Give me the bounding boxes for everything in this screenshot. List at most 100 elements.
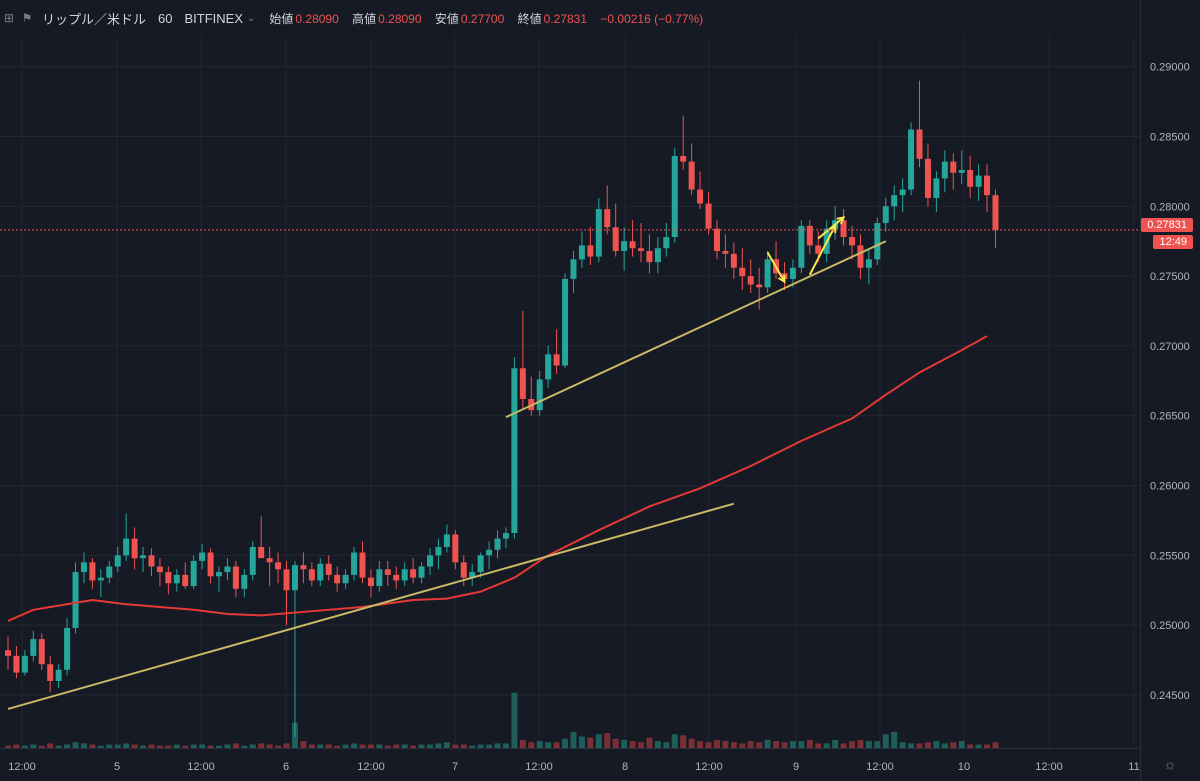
volume-bar xyxy=(604,733,611,748)
volume-bar xyxy=(443,742,450,748)
time-tick-label: 12:00 xyxy=(1035,761,1063,773)
price-tick-label: 0.28500 xyxy=(1150,132,1190,144)
volume-bar xyxy=(241,745,248,748)
volume-bar xyxy=(519,739,526,748)
candle-body xyxy=(317,563,324,581)
candle-body xyxy=(427,555,433,567)
candle-body xyxy=(908,129,915,190)
volume-bar xyxy=(646,737,653,748)
candle-body xyxy=(950,161,957,173)
volume-bar xyxy=(781,742,788,748)
candle-body xyxy=(494,538,501,550)
candle-body xyxy=(114,555,121,567)
collapse-icon[interactable]: ⊞ xyxy=(3,11,15,25)
candle-body xyxy=(140,555,147,559)
candle-body xyxy=(80,562,87,573)
chevron-down-icon[interactable]: ⌄ xyxy=(247,12,256,24)
volume-bar xyxy=(30,744,37,748)
candle-body xyxy=(621,241,628,251)
time-tick-label: 12:00 xyxy=(187,761,215,773)
volume-bar xyxy=(688,738,695,748)
volume-bar xyxy=(89,744,96,748)
candle-body xyxy=(739,267,746,277)
candle-body xyxy=(308,569,315,581)
price-tick-label: 0.25000 xyxy=(1150,620,1190,632)
open-label: 始値 xyxy=(269,11,294,26)
volume-bar xyxy=(739,743,746,748)
volume-bar xyxy=(865,741,872,748)
volume-bar xyxy=(612,738,619,748)
price-tick-label: 0.26000 xyxy=(1150,481,1190,493)
candle-body xyxy=(72,572,79,628)
flag-icon[interactable]: ⚑ xyxy=(21,11,33,25)
candle-body xyxy=(5,650,11,656)
candle-body xyxy=(216,572,222,577)
candle-body xyxy=(401,569,408,581)
candle-body xyxy=(359,552,366,578)
volume-bar xyxy=(654,741,661,748)
volume-bar xyxy=(38,745,45,748)
symbol-name[interactable]: リップル／米ドル xyxy=(42,11,147,27)
volume-bar xyxy=(131,744,138,748)
candle-body xyxy=(553,354,560,366)
volume-bar xyxy=(342,744,349,748)
candle-body xyxy=(806,225,813,246)
candle-body xyxy=(924,158,931,198)
annotation-arrow xyxy=(817,216,845,240)
volume-bar xyxy=(891,731,898,748)
volume-bar xyxy=(992,742,999,748)
candle-body xyxy=(688,161,695,190)
candle-body xyxy=(545,354,552,380)
candle-body xyxy=(165,572,172,584)
volume-bar xyxy=(621,739,628,748)
candle-body xyxy=(874,223,881,260)
volume-bar xyxy=(266,744,273,748)
volume-bar xyxy=(806,739,813,748)
candle-body xyxy=(713,228,720,251)
time-tick-label: 6 xyxy=(283,761,289,773)
volume-bar xyxy=(494,743,501,748)
volume-bar xyxy=(773,741,780,748)
candle-body xyxy=(156,566,163,573)
volume-bar xyxy=(950,742,957,748)
volume-bar xyxy=(578,736,585,748)
close-value: 0.27831 xyxy=(543,11,588,26)
price-tick-label: 0.29000 xyxy=(1150,62,1190,74)
volume-bar xyxy=(638,742,644,748)
price-tick-label: 0.26500 xyxy=(1150,411,1190,423)
candle-body xyxy=(933,178,940,198)
volume-bar xyxy=(975,744,982,748)
candle-body xyxy=(232,566,239,589)
candle-body xyxy=(899,189,906,196)
candle-body xyxy=(266,558,273,563)
candle-body xyxy=(646,250,653,263)
volume-bar xyxy=(435,743,442,748)
volume-bar xyxy=(300,741,307,748)
candle-body xyxy=(393,574,400,581)
volume-bar xyxy=(190,744,197,748)
volume-bar xyxy=(351,743,358,748)
volume-bar xyxy=(72,742,79,748)
interval-label[interactable]: 60 xyxy=(158,10,173,26)
volume-bar xyxy=(528,742,535,748)
volume-bar xyxy=(401,744,408,748)
volume-bar xyxy=(697,741,704,748)
volume-bar xyxy=(958,741,965,748)
candle-body xyxy=(367,577,374,587)
volume-bar xyxy=(908,743,915,748)
candle-body xyxy=(384,569,391,575)
volume-bar xyxy=(511,692,518,748)
candle-body xyxy=(511,368,518,534)
candle-body xyxy=(604,209,611,228)
candle-body xyxy=(249,546,256,575)
volume-bar xyxy=(916,743,923,748)
high-value: 0.28090 xyxy=(378,11,422,26)
candle-body xyxy=(671,156,678,238)
candle-body xyxy=(967,170,974,187)
candle-body xyxy=(882,206,889,224)
time-tick-label: 7 xyxy=(452,761,458,773)
volume-bar xyxy=(21,745,28,748)
exchange-label[interactable]: BITFINEX xyxy=(184,10,243,26)
gear-icon[interactable]: ☼ xyxy=(1163,756,1177,772)
